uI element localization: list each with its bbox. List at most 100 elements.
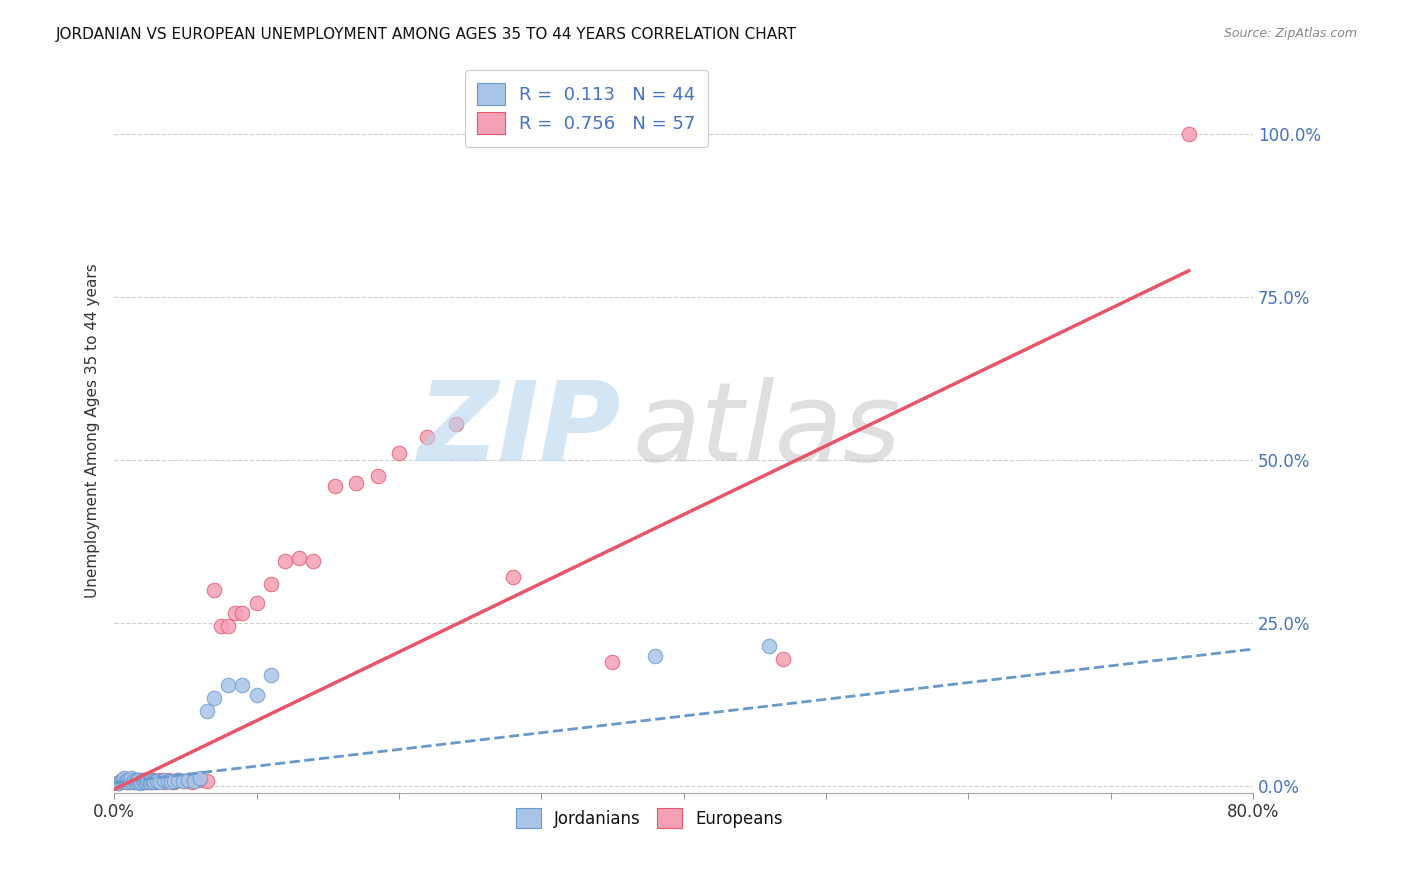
- Point: [245, 688, 267, 702]
- Point: [288, 550, 311, 565]
- Point: [111, 772, 134, 787]
- Point: [231, 678, 253, 692]
- Point: [177, 772, 200, 787]
- Point: [125, 773, 148, 788]
- Point: [114, 773, 136, 788]
- Point: [115, 772, 138, 787]
- Point: [153, 772, 176, 787]
- Legend: Jordanians, Europeans: Jordanians, Europeans: [509, 801, 790, 835]
- Point: [602, 655, 624, 669]
- Point: [124, 773, 146, 788]
- Point: [117, 772, 139, 787]
- Point: [195, 704, 218, 718]
- Point: [260, 577, 283, 591]
- Point: [122, 772, 145, 787]
- Point: [115, 775, 138, 789]
- Point: [146, 775, 169, 789]
- Point: [146, 773, 169, 788]
- Point: [135, 772, 157, 787]
- Point: [131, 775, 153, 789]
- Point: [217, 619, 239, 633]
- Point: [138, 772, 160, 787]
- Point: [107, 776, 129, 790]
- Point: [139, 773, 162, 788]
- Point: [135, 775, 157, 789]
- Y-axis label: Unemployment Among Ages 35 to 44 years: Unemployment Among Ages 35 to 44 years: [86, 263, 100, 598]
- Point: [120, 772, 142, 787]
- Point: [160, 773, 183, 788]
- Point: [167, 772, 190, 787]
- Point: [758, 639, 780, 653]
- Point: [644, 648, 666, 663]
- Point: [274, 554, 297, 568]
- Point: [183, 773, 205, 788]
- Point: [139, 775, 162, 789]
- Point: [143, 773, 166, 788]
- Point: [245, 597, 267, 611]
- Point: [167, 772, 190, 787]
- Point: [155, 775, 177, 789]
- Point: [118, 773, 141, 788]
- Point: [174, 773, 197, 788]
- Point: [188, 771, 211, 785]
- Point: [127, 775, 149, 789]
- Point: [132, 772, 155, 787]
- Point: [231, 607, 253, 621]
- Point: [110, 773, 132, 788]
- Point: [143, 775, 166, 789]
- Point: [149, 775, 172, 789]
- Point: [157, 773, 180, 788]
- Point: [110, 773, 132, 788]
- Point: [772, 652, 794, 666]
- Point: [134, 775, 156, 789]
- Point: [122, 775, 145, 789]
- Point: [202, 583, 225, 598]
- Point: [416, 430, 439, 444]
- Point: [131, 772, 153, 787]
- Point: [502, 570, 524, 584]
- Point: [141, 772, 163, 787]
- Point: [388, 446, 411, 460]
- Point: [117, 773, 139, 788]
- Point: [125, 775, 148, 789]
- Point: [118, 775, 141, 789]
- Point: [129, 773, 152, 788]
- Point: [163, 775, 186, 789]
- Point: [127, 772, 149, 787]
- Point: [138, 773, 160, 788]
- Point: [344, 475, 367, 490]
- Point: [121, 775, 143, 789]
- Point: [112, 772, 135, 786]
- Point: [181, 775, 204, 789]
- Point: [142, 773, 165, 788]
- Point: [112, 773, 135, 788]
- Point: [120, 772, 142, 786]
- Point: [202, 691, 225, 706]
- Text: JORDANIAN VS EUROPEAN UNEMPLOYMENT AMONG AGES 35 TO 44 YEARS CORRELATION CHART: JORDANIAN VS EUROPEAN UNEMPLOYMENT AMONG…: [56, 27, 797, 42]
- Point: [149, 772, 172, 787]
- Point: [160, 775, 183, 789]
- Point: [366, 469, 388, 483]
- Point: [142, 772, 165, 787]
- Point: [107, 776, 129, 790]
- Point: [302, 554, 325, 568]
- Point: [224, 607, 246, 621]
- Point: [152, 773, 174, 788]
- Point: [163, 773, 186, 788]
- Point: [134, 773, 156, 788]
- Point: [1178, 127, 1201, 141]
- Point: [141, 775, 163, 789]
- Point: [111, 772, 134, 787]
- Point: [260, 668, 283, 682]
- Point: [124, 772, 146, 787]
- Text: atlas: atlas: [633, 377, 901, 484]
- Point: [444, 417, 467, 431]
- Point: [121, 773, 143, 788]
- Point: [195, 773, 218, 788]
- Point: [132, 773, 155, 788]
- Point: [188, 772, 211, 787]
- Point: [129, 774, 152, 789]
- Point: [114, 775, 136, 789]
- Point: [209, 619, 232, 633]
- Point: [172, 773, 194, 788]
